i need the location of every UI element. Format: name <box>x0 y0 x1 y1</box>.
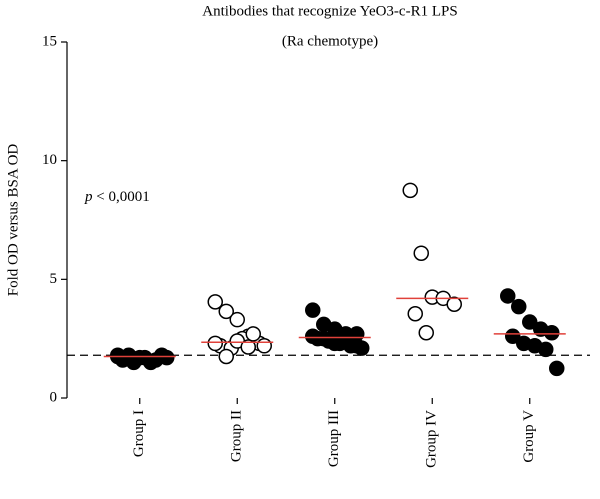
x-tick-label: Group III <box>326 410 342 467</box>
data-point <box>500 288 516 304</box>
y-tick-label: 5 <box>50 271 58 287</box>
data-point <box>349 338 365 354</box>
x-tick-label: Group I <box>131 410 147 457</box>
data-point <box>407 305 423 322</box>
y-tick-label: 0 <box>50 389 58 405</box>
x-tick-label: Group V <box>521 410 537 463</box>
y-axis-label: Fold OD versus BSA OD <box>5 144 21 297</box>
data-point <box>413 245 429 261</box>
data-point <box>305 302 321 318</box>
data-point <box>207 294 223 310</box>
data-point <box>327 335 343 352</box>
data-point <box>418 324 434 341</box>
data-point <box>256 338 272 354</box>
x-tick-label: Group II <box>229 410 245 462</box>
data-point <box>402 182 418 199</box>
chart-title: Antibodies that recognize YeO3-c-R1 LPS <box>202 3 457 19</box>
data-point <box>245 326 261 342</box>
data-point <box>549 360 565 377</box>
annotation: p < 0,0001 <box>84 189 150 205</box>
y-tick-label: 10 <box>42 152 57 168</box>
data-point <box>446 296 462 313</box>
data-point <box>218 303 234 320</box>
data-point <box>511 298 527 315</box>
chart-subtitle: (Ra chemotype) <box>282 33 378 49</box>
data-point <box>538 341 554 358</box>
data-point <box>218 348 234 365</box>
y-tick-label: 15 <box>42 33 57 49</box>
data-point <box>338 326 354 342</box>
annotation-italic: p <box>84 189 93 205</box>
data-point <box>207 335 223 352</box>
annotation-text: < 0,0001 <box>96 189 149 205</box>
data-point <box>505 328 521 345</box>
data-point <box>159 349 175 366</box>
data-point <box>522 314 538 330</box>
data-point <box>229 311 245 328</box>
data-point <box>544 324 560 341</box>
x-tick-label: Group IV <box>424 410 440 468</box>
data-point <box>240 339 256 355</box>
